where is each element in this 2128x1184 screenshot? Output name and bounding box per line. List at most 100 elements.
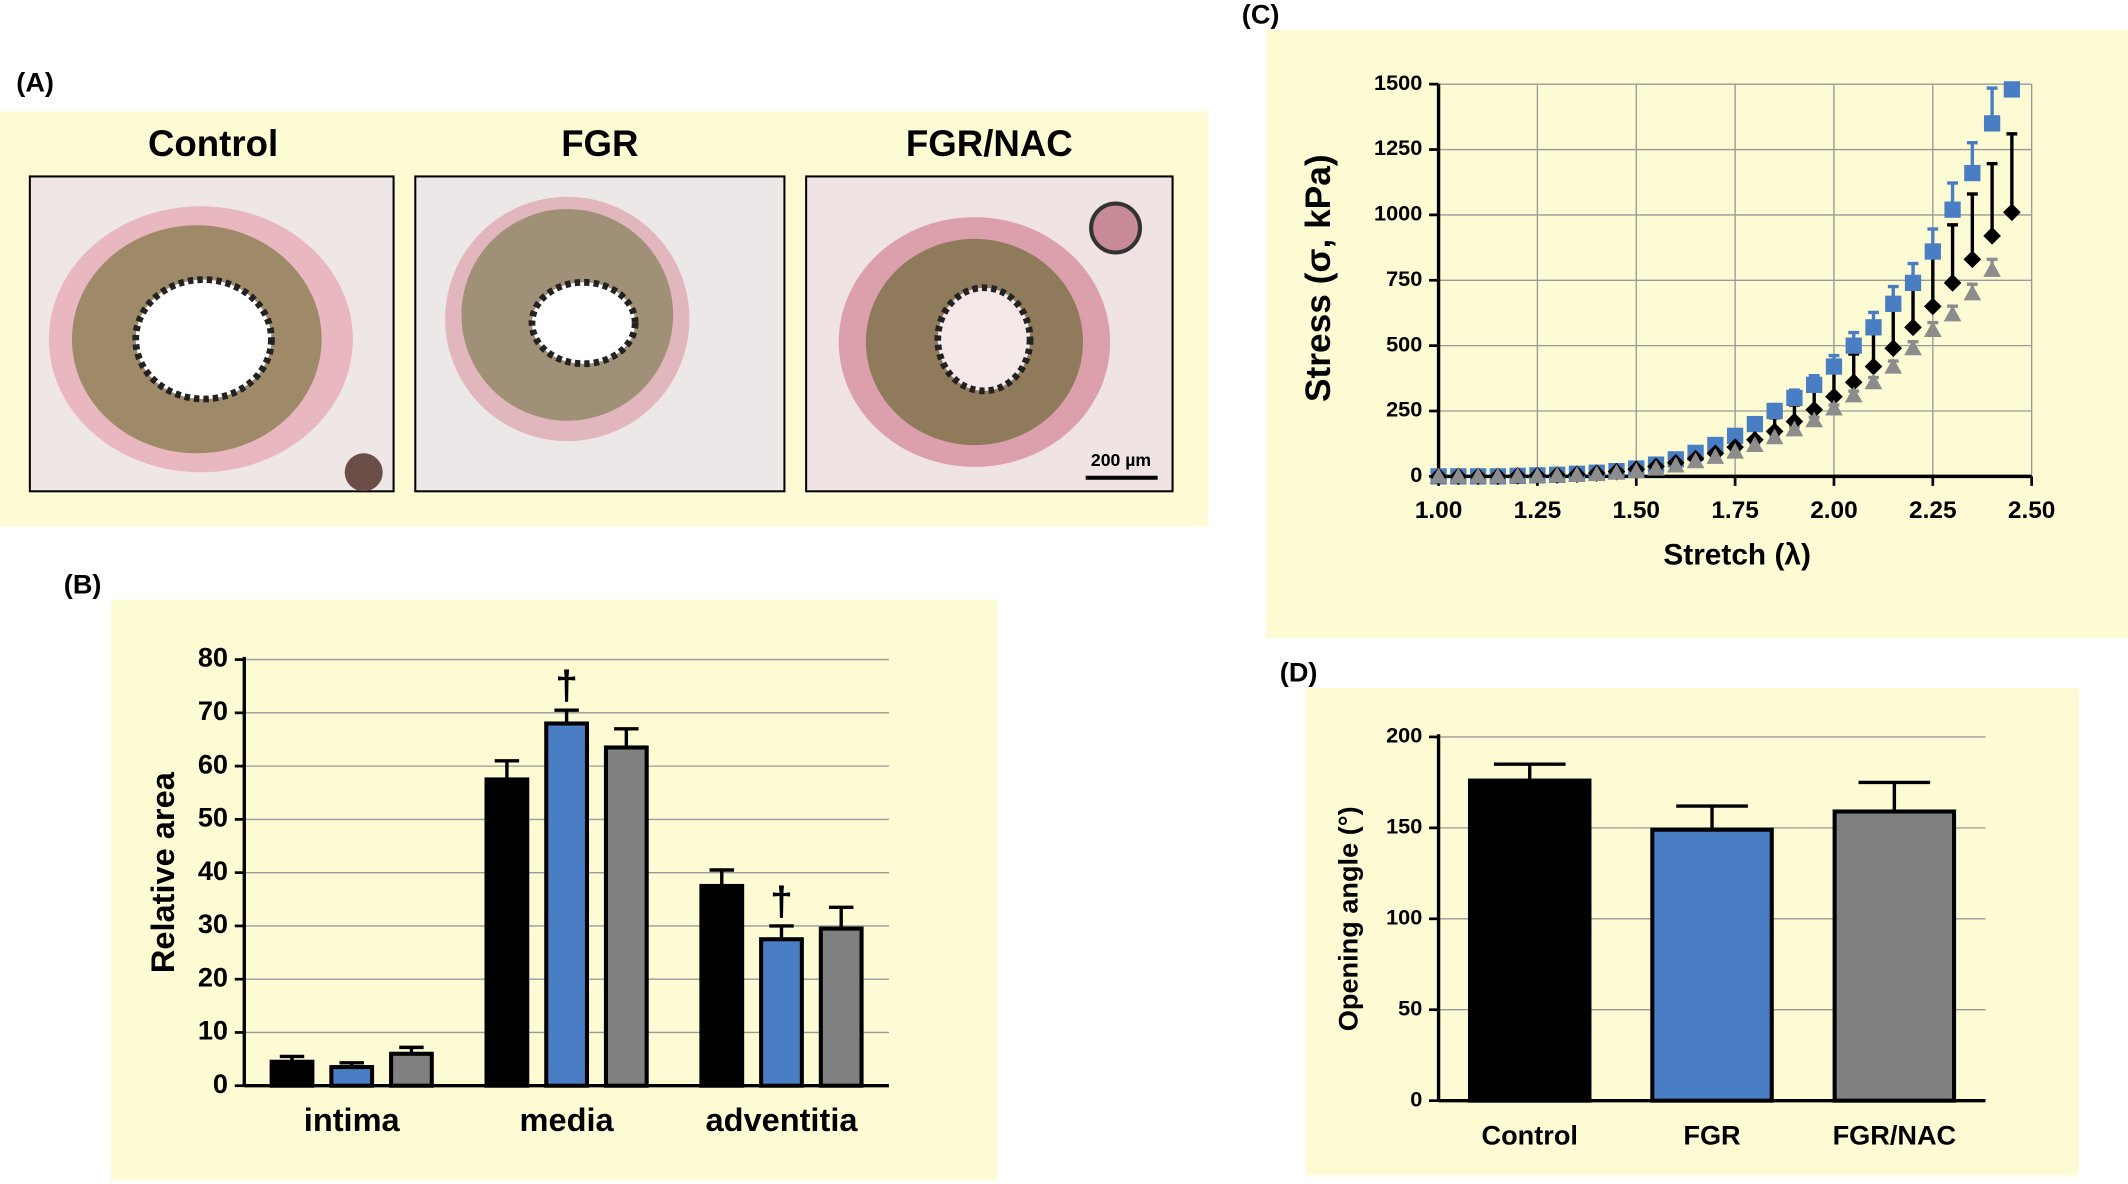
histology-images — [28, 175, 1174, 493]
y-tick-label: 200 — [1386, 723, 1422, 748]
bar — [699, 883, 745, 1088]
annotation: † — [555, 662, 578, 708]
lumen — [132, 276, 275, 403]
marker — [1983, 115, 2001, 132]
panel-label: (B) — [64, 568, 102, 599]
marker — [1746, 415, 1764, 433]
marker — [1706, 447, 1725, 464]
image-title: FGR/NAC — [906, 123, 1073, 164]
y-tick-label: 150 — [1386, 814, 1422, 839]
marker — [1449, 467, 1468, 484]
marker — [1924, 243, 1941, 260]
y-tick-label: 1500 — [1374, 70, 1422, 95]
x-tick-label: 2.25 — [1909, 497, 1957, 524]
marker — [1904, 274, 1922, 292]
marker — [1587, 465, 1606, 482]
x-tick-label: media — [520, 1102, 615, 1138]
bar — [1832, 809, 1957, 1103]
marker — [1885, 295, 1902, 312]
x-tick-label: 1.00 — [1415, 497, 1463, 524]
bar — [484, 777, 530, 1088]
marker — [1766, 402, 1783, 420]
x-tick-label: FGR — [1683, 1119, 1741, 1150]
x-tick-label: intima — [304, 1102, 401, 1138]
bar — [759, 937, 804, 1088]
marker — [1528, 467, 1547, 483]
marker — [1726, 442, 1744, 459]
marker — [1686, 452, 1705, 469]
lumen — [528, 278, 639, 368]
image-title: Control — [148, 123, 278, 164]
y-tick-label: 0 — [1410, 462, 1422, 487]
marker — [1884, 339, 1903, 358]
marker — [1983, 226, 2001, 245]
bar — [389, 1051, 434, 1088]
marker — [1825, 399, 1843, 416]
marker — [1983, 260, 2001, 277]
marker — [1864, 357, 1883, 376]
marker — [1805, 411, 1824, 428]
y-tick-label: 10 — [198, 1015, 228, 1046]
marker — [1627, 462, 1646, 479]
marker — [1607, 463, 1626, 480]
bar — [1467, 778, 1592, 1103]
marker — [1844, 373, 1863, 392]
marker — [1508, 467, 1527, 484]
bar — [269, 1059, 315, 1088]
marker — [1923, 321, 1942, 338]
marker — [1904, 339, 1922, 356]
marker — [1844, 386, 1863, 403]
y-tick-label: 0 — [1410, 1086, 1422, 1111]
marker — [1666, 456, 1685, 473]
x-axis-label: Stretch (λ) — [1663, 538, 1811, 571]
marker — [1429, 467, 1448, 484]
x-tick-label: 1.50 — [1613, 497, 1661, 524]
marker — [1548, 466, 1567, 483]
y-tick-label: 70 — [198, 695, 228, 726]
x-tick-label: 2.00 — [1810, 497, 1858, 524]
bar — [329, 1065, 375, 1088]
y-tick-label: 100 — [1386, 905, 1422, 930]
y-tick-label: 500 — [1386, 331, 1422, 356]
marker — [2003, 203, 2021, 222]
tissue — [344, 453, 383, 492]
marker — [2003, 81, 2021, 98]
bar — [818, 926, 864, 1088]
y-axis-label: Relative area — [145, 771, 181, 973]
y-tick-label: 1250 — [1374, 135, 1422, 160]
marker — [1746, 436, 1764, 453]
marker — [1943, 274, 1962, 292]
y-axis-label: Opening angle (°) — [1333, 806, 1364, 1031]
panel-label: (A) — [16, 66, 54, 97]
marker — [1884, 357, 1903, 374]
panel-label: (D) — [1280, 657, 1318, 688]
marker — [1786, 389, 1803, 407]
marker — [1963, 284, 1982, 301]
y-tick-label: 20 — [198, 961, 228, 992]
x-tick-label: 2.50 — [2008, 497, 2056, 524]
y-tick-label: 60 — [198, 748, 228, 779]
marker — [1865, 319, 1882, 336]
marker — [1726, 427, 1744, 444]
x-tick-label: FGR/NAC — [1833, 1119, 1957, 1150]
y-tick-label: 80 — [198, 642, 228, 673]
y-tick-label: 50 — [1398, 995, 1422, 1020]
marker — [1489, 467, 1507, 484]
marker — [1845, 337, 1862, 354]
marker — [1647, 459, 1665, 476]
y-axis-label: Stress (σ, kPa) — [1299, 154, 1338, 402]
marker — [1568, 465, 1586, 482]
y-tick-label: 1000 — [1374, 201, 1422, 226]
y-tick-label: 750 — [1386, 266, 1422, 291]
marker — [1806, 376, 1823, 393]
x-tick-label: 1.25 — [1514, 497, 1562, 524]
marker — [1785, 420, 1804, 437]
y-tick-label: 40 — [198, 855, 228, 886]
tissue — [1089, 201, 1143, 255]
scale-bar-label: 200 µm — [1091, 450, 1151, 470]
lumen — [934, 284, 1034, 395]
x-tick-label: adventitia — [705, 1102, 858, 1138]
panel-label: (C) — [1242, 0, 1280, 29]
marker — [1864, 373, 1883, 390]
